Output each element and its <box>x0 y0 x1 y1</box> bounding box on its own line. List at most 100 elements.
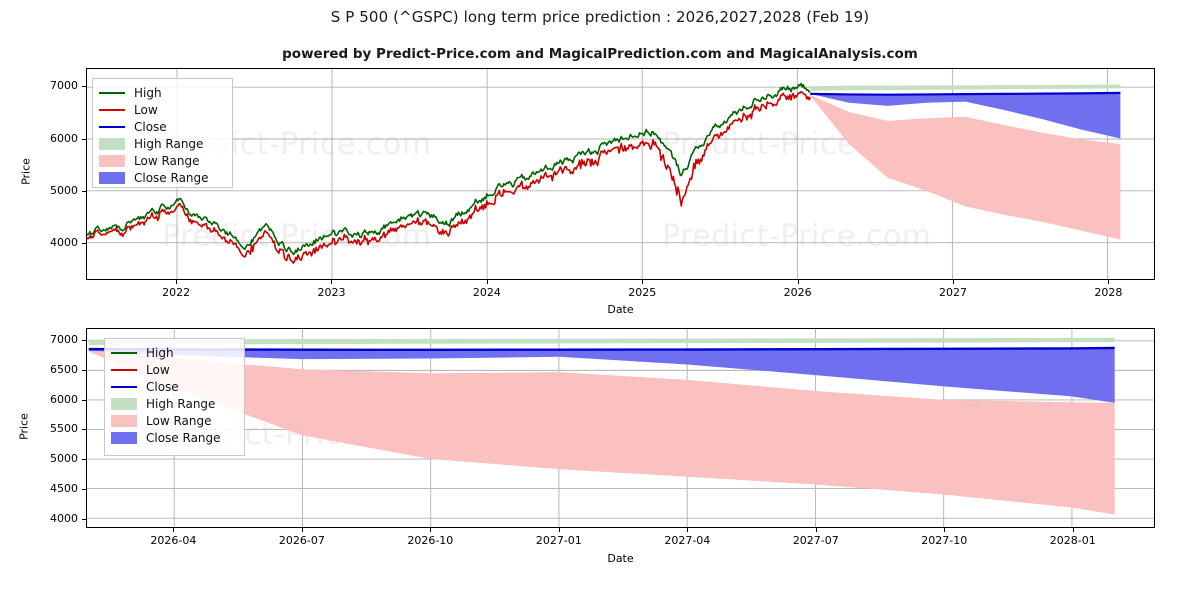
bottom-x-tickmark <box>301 528 303 532</box>
bottom-x-tickmark <box>173 528 175 532</box>
legend-label-high: High <box>146 345 174 360</box>
bottom-x-tickmark <box>558 528 560 532</box>
top-x-tickmark <box>1108 280 1110 284</box>
legend-swatch-high-range-icon <box>99 137 125 150</box>
bottom-y-tick-6500: 6500 <box>50 362 78 376</box>
top-y-tickmark <box>82 138 86 140</box>
top-x-axis-label: Date <box>607 303 634 316</box>
legend-label-high-range: High Range <box>134 136 204 151</box>
bottom-y-tick-5000: 5000 <box>50 452 78 466</box>
bottom-y-tickmark <box>82 429 86 431</box>
legend-swatch-low-range-icon <box>111 414 137 427</box>
bottom-y-tickmark <box>82 459 86 461</box>
bottom-chart-svg <box>87 329 1154 527</box>
top-x-tick-2024: 2024 <box>472 286 501 299</box>
top-y-tick-5000: 5000 <box>50 184 78 197</box>
top-y-tickmark <box>82 243 86 245</box>
top-x-tickmark <box>176 280 178 284</box>
top-plot-area: Predict-Price.com Predict-Price.com Pred… <box>86 68 1155 280</box>
bottom-plot-area: Predict-Price.com Predict-Price.com <box>86 328 1155 528</box>
bottom-y-tickmark <box>82 399 86 401</box>
bottom-y-tick-4000: 4000 <box>50 512 78 526</box>
bottom-x-tick-2027-01: 2027-01 <box>535 534 582 547</box>
top-x-tickmark <box>331 280 333 284</box>
top-x-tick-2028: 2028 <box>1094 286 1123 299</box>
bottom-y-tickmark <box>82 339 86 341</box>
top-x-tick-2022: 2022 <box>162 286 191 299</box>
bottom-x-tick-2027-07: 2027-07 <box>792 534 839 547</box>
top-y-tick-6000: 6000 <box>50 131 78 145</box>
bottom-y-tickmark <box>82 519 86 521</box>
top-x-tickmark <box>486 280 488 284</box>
legend-row-low-range: Low Range <box>99 152 224 169</box>
bottom-y-tick-5500: 5500 <box>50 422 78 436</box>
bottom-x-tickmark <box>1072 528 1074 532</box>
legend-swatch-high-icon <box>111 347 137 359</box>
top-y-tickmark <box>82 191 86 192</box>
top-x-tickmark <box>953 280 954 284</box>
legend-swatch-low-icon <box>99 104 125 116</box>
legend-label-low-range: Low Range <box>146 413 212 428</box>
bottom-x-tick-2027-04: 2027-04 <box>664 534 711 547</box>
legend-swatch-close-icon <box>111 381 137 393</box>
legend-row-close: Close <box>99 118 224 135</box>
legend-swatch-low-range-icon <box>99 154 125 167</box>
legend-label-low-range: Low Range <box>134 153 200 168</box>
top-x-tick-2027: 2027 <box>939 286 967 299</box>
legend-row-close-range: Close Range <box>99 169 224 186</box>
top-x-tick-2023: 2023 <box>317 286 346 299</box>
top-chart-svg <box>87 69 1154 279</box>
bottom-legend: High Low Close High Range Low Range Clos… <box>104 338 245 456</box>
legend-swatch-close-icon <box>99 121 125 133</box>
legend-row-high: High <box>99 84 224 101</box>
legend-label-close: Close <box>134 119 167 134</box>
bottom-y-tickmark <box>82 489 86 491</box>
legend-label-close-range: Close Range <box>146 430 221 445</box>
legend-row-low: Low <box>111 361 236 378</box>
legend-row-close-range: Close Range <box>111 429 236 446</box>
top-y-tick-7000: 7000 <box>50 79 78 93</box>
bottom-x-tickmark <box>687 528 689 532</box>
legend-swatch-high-range-icon <box>111 397 137 410</box>
bottom-x-tick-2026-04: 2026-04 <box>150 534 197 547</box>
bottom-x-tickmark <box>944 528 946 532</box>
legend-label-low: Low <box>146 362 170 377</box>
legend-label-low: Low <box>134 102 158 117</box>
top-legend: High Low Close High Range Low Range Clos… <box>92 78 233 188</box>
legend-row-low-range: Low Range <box>111 412 236 429</box>
bottom-x-tick-2027-10: 2027-10 <box>921 534 968 547</box>
legend-row-low: Low <box>99 101 224 118</box>
legend-label-close-range: Close Range <box>134 170 209 185</box>
legend-row-high-range: High Range <box>99 135 224 152</box>
top-chart-panel: Price Predict-Price.com Predict-Price.co… <box>20 68 1155 316</box>
legend-label-high-range: High Range <box>146 396 216 411</box>
bottom-x-tickmark <box>815 528 817 532</box>
top-x-tickmark <box>797 280 799 284</box>
bottom-x-axis-label: Date <box>607 552 634 565</box>
legend-swatch-high-icon <box>99 87 125 99</box>
bottom-x-tick-2028-01: 2028-01 <box>1049 534 1096 547</box>
top-x-tick-2025: 2025 <box>628 286 657 299</box>
bottom-y-tick-4500: 4500 <box>50 482 78 496</box>
legend-label-close: Close <box>146 379 179 394</box>
legend-row-close: Close <box>111 378 236 395</box>
top-y-tick-4000: 4000 <box>50 236 78 250</box>
legend-row-high: High <box>111 344 236 361</box>
bottom-x-tickmark <box>430 528 432 532</box>
bottom-y-tickmark <box>82 369 86 371</box>
legend-swatch-close-range-icon <box>111 431 137 444</box>
page-title: S P 500 (^GSPC) long term price predicti… <box>330 8 870 26</box>
page-subtitle: powered by Predict-Price.com and Magical… <box>282 46 918 62</box>
bottom-x-tick-2026-07: 2026-07 <box>278 534 325 547</box>
bottom-y-tick-6000: 6000 <box>50 392 78 406</box>
top-x-tickmark <box>642 280 644 284</box>
bottom-x-tick-2026-10: 2026-10 <box>407 534 454 547</box>
legend-swatch-low-icon <box>111 364 137 376</box>
bottom-y-tick-7000: 7000 <box>50 332 78 346</box>
legend-swatch-close-range-icon <box>99 171 125 184</box>
top-y-tickmark <box>82 86 86 88</box>
legend-row-high-range: High Range <box>111 395 236 412</box>
top-x-tick-2026: 2026 <box>783 286 812 299</box>
legend-label-high: High <box>134 85 162 100</box>
